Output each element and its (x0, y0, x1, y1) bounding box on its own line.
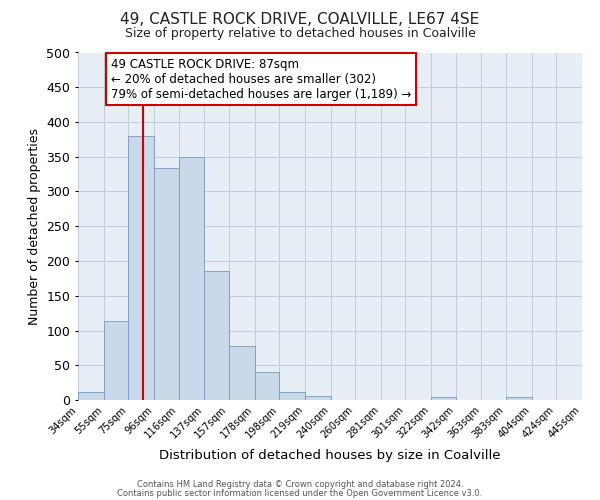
Bar (431, 396, 455, 400)
Text: 49 CASTLE ROCK DRIVE: 87sqm
← 20% of detached houses are smaller (302)
79% of se: 49 CASTLE ROCK DRIVE: 87sqm ← 20% of det… (111, 58, 411, 100)
Text: 49, CASTLE ROCK DRIVE, COALVILLE, LE67 4SE: 49, CASTLE ROCK DRIVE, COALVILLE, LE67 4… (121, 12, 479, 28)
Bar (279, 392, 305, 400)
Text: Contains public sector information licensed under the Open Government Licence v3: Contains public sector information licen… (118, 488, 482, 498)
Bar (104, 321, 128, 400)
Bar (154, 168, 179, 400)
Bar (582, 397, 600, 400)
Bar (305, 396, 331, 400)
Bar (229, 346, 254, 400)
Text: Size of property relative to detached houses in Coalville: Size of property relative to detached ho… (125, 28, 475, 40)
Text: Contains HM Land Registry data © Crown copyright and database right 2024.: Contains HM Land Registry data © Crown c… (137, 480, 463, 489)
X-axis label: Distribution of detached houses by size in Coalville: Distribution of detached houses by size … (159, 449, 501, 462)
Bar (205, 272, 229, 400)
Bar (78, 392, 104, 400)
Bar (128, 136, 154, 400)
Y-axis label: Number of detached properties: Number of detached properties (28, 128, 41, 325)
Bar (179, 157, 205, 400)
Bar (506, 397, 532, 400)
Bar (254, 372, 279, 400)
